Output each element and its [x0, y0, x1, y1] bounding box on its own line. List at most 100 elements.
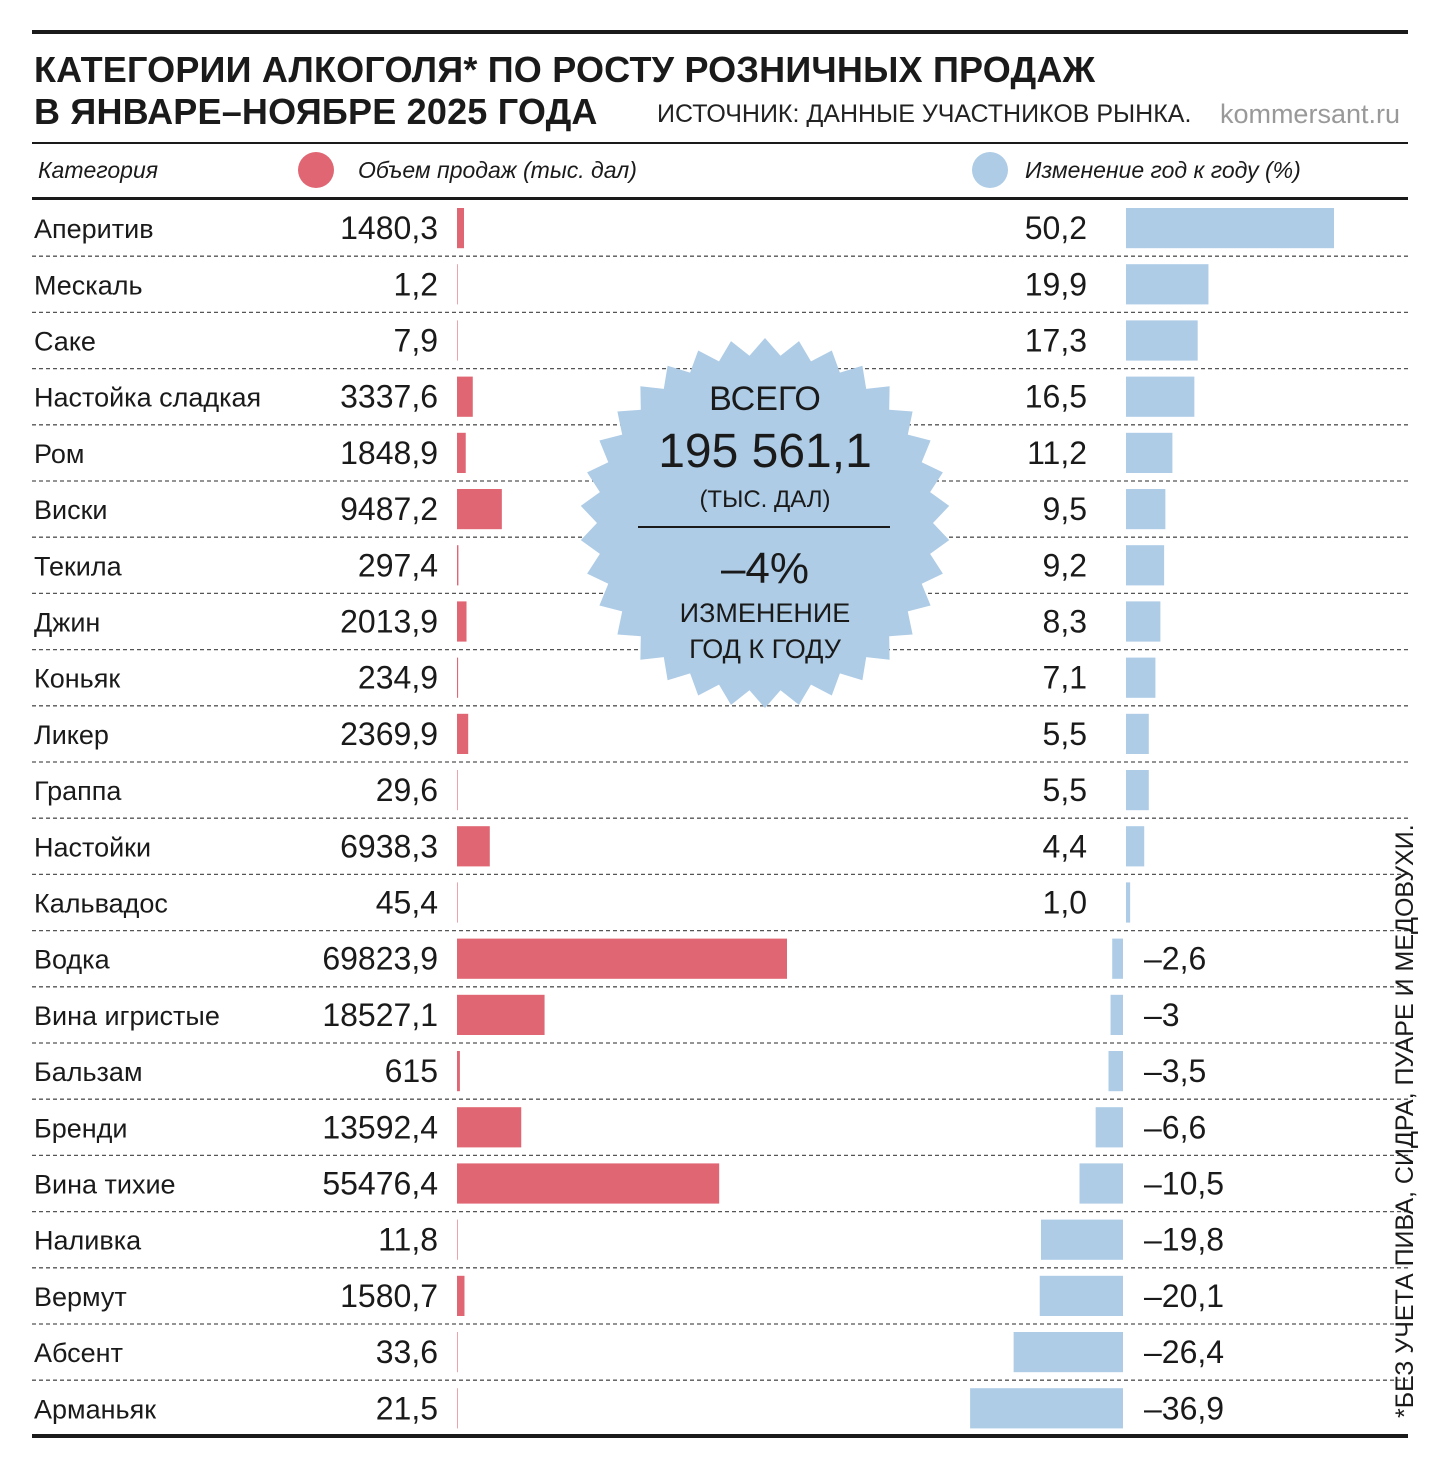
- change-value-label: –36,9: [1144, 1390, 1224, 1426]
- volume-value-label: 21,5: [376, 1390, 438, 1426]
- header-bottom-rule: [32, 197, 1408, 200]
- volume-value-label: 1,2: [394, 266, 438, 302]
- volume-bar: [457, 208, 464, 249]
- volume-value-label: 29,6: [376, 772, 438, 808]
- category-label: Текила: [34, 551, 123, 581]
- volume-value-label: 2369,9: [340, 716, 438, 752]
- change-value-label: –3,5: [1144, 1053, 1206, 1089]
- category-label: Водка: [34, 945, 111, 975]
- bottom-rule: [32, 1434, 1408, 1438]
- change-bar: [1126, 601, 1161, 642]
- change-bar: [1040, 1219, 1123, 1260]
- category-label: Наливка: [34, 1226, 142, 1256]
- volume-bar: [457, 320, 458, 361]
- change-value-label: 5,5: [1043, 716, 1087, 752]
- change-value-label: –26,4: [1144, 1334, 1224, 1370]
- volume-value-label: 1580,7: [340, 1278, 438, 1314]
- change-value-label: –2,6: [1144, 941, 1206, 977]
- change-bar: [1126, 657, 1156, 698]
- volume-value-label: 615: [385, 1053, 438, 1089]
- change-bar: [1126, 489, 1166, 530]
- volume-value-label: 7,9: [394, 323, 438, 359]
- change-bar: [970, 1388, 1123, 1429]
- change-value-label: 16,5: [1025, 379, 1087, 415]
- category-label: Граппа: [34, 776, 122, 806]
- change-legend-dot: [972, 152, 1008, 188]
- title-line-1: КАТЕГОРИИ АЛКОГОЛЯ* ПО РОСТУ РОЗНИЧНЫХ П…: [34, 49, 1096, 90]
- category-label: Коньяк: [34, 664, 120, 694]
- volume-value-label: 18527,1: [322, 997, 438, 1033]
- header-top-rule: [32, 142, 1408, 144]
- badge-change-label-1: ИЗМЕНЕНИЕ: [679, 598, 851, 628]
- badge-change-label-2: ГОД К ГОДУ: [689, 634, 841, 664]
- total-badge: [580, 338, 950, 708]
- change-value-label: 5,5: [1043, 772, 1087, 808]
- top-rule: [32, 30, 1408, 34]
- change-bar: [1126, 826, 1145, 867]
- change-value-label: –6,6: [1144, 1109, 1206, 1145]
- category-label: Бальзам: [34, 1057, 143, 1087]
- badge-change-value: –4%: [720, 544, 810, 593]
- volume-value-label: 45,4: [376, 885, 438, 921]
- change-value-label: 17,3: [1025, 323, 1087, 359]
- volume-value-label: 13592,4: [322, 1109, 438, 1145]
- change-value-label: 9,2: [1043, 547, 1087, 583]
- change-bar: [1112, 938, 1123, 979]
- volume-bar: [457, 432, 466, 473]
- change-bar: [1126, 208, 1334, 249]
- category-label: Абсент: [34, 1338, 123, 1368]
- category-label: Вермут: [34, 1282, 127, 1312]
- volume-bar: [457, 1275, 465, 1316]
- category-label: Бренди: [34, 1113, 128, 1143]
- volume-value-label: 55476,4: [322, 1166, 438, 1202]
- footnote: *БЕЗ УЧЕТА ПИВА, СИДРА, ПУАРЕ И МЕДОВУХИ…: [1391, 824, 1419, 1418]
- badge-starburst-shape: [580, 338, 950, 708]
- volume-bar: [457, 545, 459, 586]
- category-label: Арманьяк: [34, 1394, 156, 1424]
- source-note: ИСТОЧНИК: ДАННЫЕ УЧАСТНИКОВ РЫНКА.: [657, 100, 1192, 128]
- column-header-category: Категория: [38, 157, 159, 183]
- volume-value-label: 297,4: [358, 547, 438, 583]
- badge-total-unit: (ТЫС. ДАЛ): [699, 486, 831, 513]
- volume-bar: [457, 1163, 720, 1204]
- category-label: Мескаль: [34, 270, 143, 300]
- volume-bar: [457, 938, 787, 979]
- change-value-label: 4,4: [1043, 828, 1087, 864]
- category-label: Настойки: [34, 832, 151, 862]
- change-bar: [1126, 882, 1131, 923]
- change-value-label: –10,5: [1144, 1166, 1224, 1202]
- volume-value-label: 1848,9: [340, 435, 438, 471]
- volume-value-label: 2013,9: [340, 604, 438, 640]
- change-value-label: 11,2: [1027, 435, 1087, 471]
- change-value-label: 19,9: [1025, 266, 1087, 302]
- volume-bar: [457, 1051, 460, 1092]
- change-value-label: –19,8: [1144, 1222, 1224, 1258]
- volume-value-label: 69823,9: [322, 941, 438, 977]
- change-value-label: 50,2: [1025, 210, 1087, 246]
- volume-bar: [457, 882, 458, 923]
- change-bar: [1126, 320, 1198, 361]
- volume-legend-dot: [298, 152, 334, 188]
- change-value-label: 7,1: [1043, 660, 1087, 696]
- volume-value-label: 234,9: [358, 660, 438, 696]
- change-bar: [1110, 994, 1123, 1035]
- site-link[interactable]: kommersant.ru: [1219, 99, 1400, 129]
- volume-bar: [457, 713, 469, 754]
- change-bar: [1039, 1275, 1123, 1316]
- volume-bar: [457, 489, 502, 530]
- volume-bar: [457, 264, 458, 305]
- change-bar: [1126, 376, 1195, 417]
- title-line-2: В ЯНВАРЕ–НОЯБРЕ 2025 ГОДА: [34, 91, 598, 132]
- category-label: Ром: [34, 439, 84, 469]
- badge-total-label: ВСЕГО: [709, 380, 821, 418]
- volume-bar: [457, 1107, 522, 1148]
- change-bar: [1108, 1051, 1123, 1092]
- volume-bar: [457, 826, 490, 867]
- category-label: Саке: [34, 327, 96, 357]
- change-bar: [1013, 1332, 1123, 1373]
- change-bar: [1095, 1107, 1123, 1148]
- change-value-label: 1,0: [1043, 885, 1087, 921]
- category-label: Джин: [34, 608, 100, 638]
- volume-bar: [457, 1219, 458, 1260]
